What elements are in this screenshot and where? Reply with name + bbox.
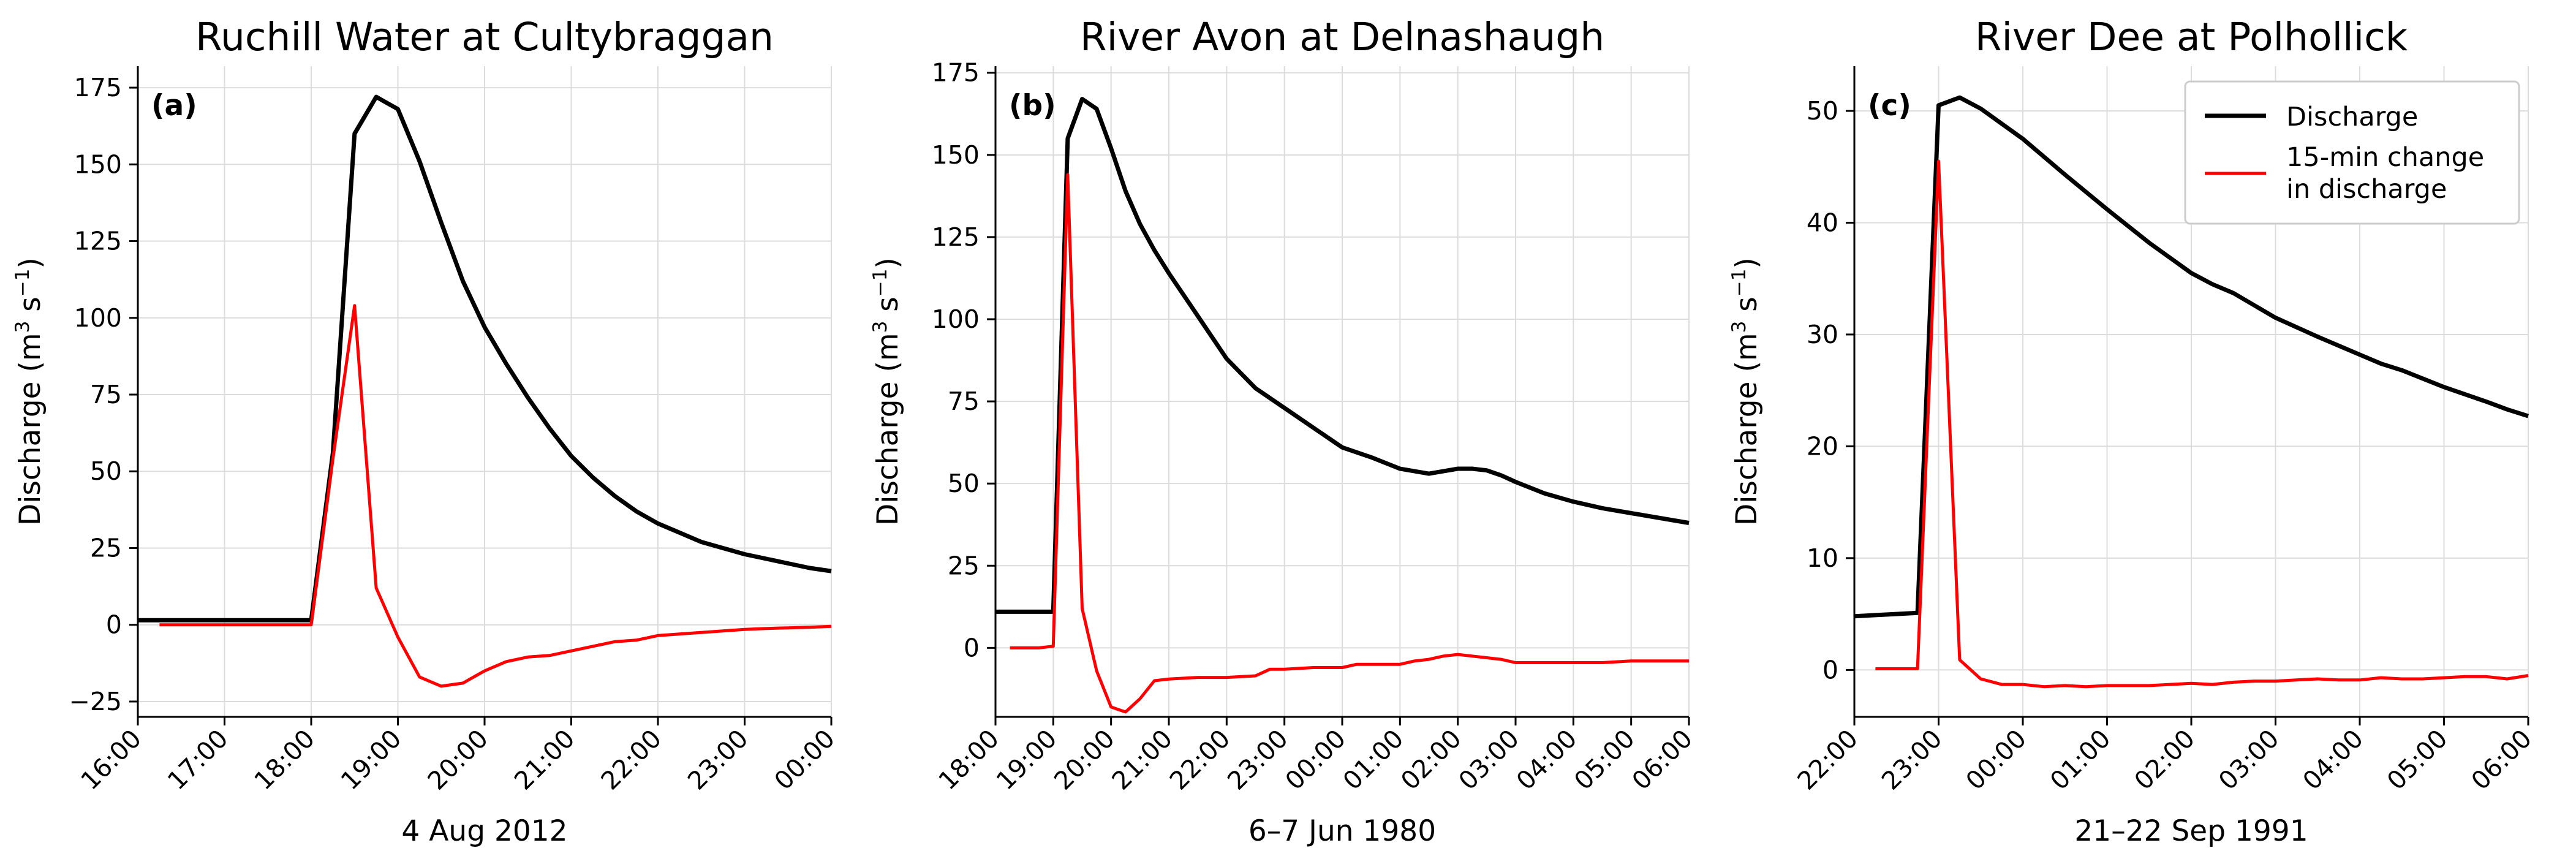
discharge-series-line [995, 97, 1690, 614]
panel-letter: (a) [151, 89, 197, 123]
x-tick-label: 05:00 [1568, 724, 1640, 795]
y-axis-label-part: Discharge (m [871, 333, 905, 525]
x-tick-label: 21:00 [508, 724, 580, 795]
x-tick-label: 05:00 [2381, 724, 2453, 795]
y-tick-label: 125 [932, 222, 980, 252]
y-tick-label: 100 [74, 303, 122, 333]
y-axis-label-part: Discharge (m [13, 333, 47, 525]
legend-label-change-line2: in discharge [2286, 174, 2447, 205]
x-tick-label: 00:00 [1280, 724, 1351, 795]
y-axis-label-part: −1 [869, 268, 891, 297]
y-tick-label: 175 [74, 73, 122, 102]
x-tick-label: 04:00 [1511, 724, 1582, 795]
chart-panel-2: 18:0019:0020:0021:0022:0023:0000:0001:00… [869, 15, 1698, 848]
y-axis-label-part: ) [871, 257, 905, 268]
y-axis-label: Discharge (m3 s−1) [12, 257, 47, 526]
x-tick-label: 01:00 [1337, 724, 1409, 795]
y-axis-label: Discharge (m3 s−1) [1728, 257, 1764, 526]
x-tick-label: 02:00 [1395, 724, 1467, 795]
legend-label-discharge: Discharge [2286, 102, 2418, 132]
y-axis-label: Discharge (m3 s−1) [869, 257, 905, 526]
y-tick-label: 40 [1807, 208, 1838, 237]
y-axis-label-part: 3 [1728, 321, 1750, 333]
x-axis-label: 21–22 Sep 1991 [2074, 814, 2308, 848]
panel-letter: (c) [1868, 89, 1911, 123]
x-tick-label: 00:00 [769, 724, 840, 795]
y-tick-label: 175 [932, 58, 980, 88]
x-tick-label: 17:00 [162, 724, 233, 795]
x-tick-label: 16:00 [75, 724, 147, 795]
x-tick-label: 06:00 [1626, 724, 1698, 795]
legend-box [2184, 80, 2520, 225]
y-tick-label: 0 [106, 610, 122, 640]
x-tick-label: 19:00 [991, 724, 1062, 795]
x-tick-label: 01:00 [2044, 724, 2116, 795]
change-series-line [1875, 159, 2529, 689]
y-axis-label-part: 3 [12, 321, 34, 333]
y-tick-label: 50 [948, 469, 980, 498]
y-axis-label-part: s [13, 297, 47, 320]
y-tick-label: 75 [948, 387, 980, 416]
x-tick-label: 03:00 [2213, 724, 2284, 795]
panel-letter: (b) [1009, 89, 1056, 123]
y-axis-label-part: ) [13, 257, 47, 268]
panel-title: River Avon at Delnashaugh [1080, 15, 1604, 59]
y-tick-label: 25 [948, 551, 980, 580]
y-tick-label: 50 [1807, 96, 1838, 126]
y-axis-label-part: 3 [869, 321, 891, 333]
x-tick-label: 22:00 [1792, 724, 1864, 795]
x-tick-label: 23:00 [682, 724, 754, 795]
y-axis-label-part: ) [1730, 257, 1764, 268]
x-tick-label: 02:00 [2129, 724, 2200, 795]
x-tick-label: 23:00 [1222, 724, 1293, 795]
x-tick-label: 22:00 [595, 724, 667, 795]
y-axis-label-part: −1 [1728, 268, 1750, 297]
x-tick-label: 19:00 [335, 724, 407, 795]
y-axis-label-part: −1 [12, 268, 34, 297]
x-axis-label: 4 Aug 2012 [401, 814, 567, 848]
y-tick-label: 150 [74, 150, 122, 179]
y-tick-label: 0 [964, 633, 980, 662]
x-tick-label: 20:00 [422, 724, 494, 795]
x-tick-label: 22:00 [1164, 724, 1236, 795]
x-tick-label: 03:00 [1453, 724, 1525, 795]
y-tick-label: 0 [1822, 655, 1838, 684]
y-tick-label: 50 [90, 456, 122, 486]
y-tick-label: 20 [1807, 431, 1838, 461]
change-series-line [159, 304, 832, 688]
y-tick-label: 125 [74, 227, 122, 256]
y-tick-label: 100 [932, 305, 980, 334]
x-tick-label: 20:00 [1048, 724, 1120, 795]
x-tick-label: 06:00 [2466, 724, 2537, 795]
legend-label-change-line1: 15-min change [2286, 142, 2484, 173]
panel-title: Ruchill Water at Cultybraggan [195, 15, 774, 59]
y-tick-label: 75 [90, 380, 122, 409]
panel-title: River Dee at Polhollick [1975, 15, 2408, 59]
y-tick-label: −25 [69, 687, 122, 716]
discharge-series-line [1854, 95, 2529, 619]
x-tick-label: 21:00 [1106, 724, 1178, 795]
x-tick-label: 18:00 [933, 724, 1005, 795]
y-tick-label: 10 [1807, 543, 1838, 573]
x-tick-label: 04:00 [2297, 724, 2369, 795]
y-tick-label: 150 [932, 140, 980, 170]
chart-panel-3: 22:00 23:00 00:00 01:00 02:00 03:00 04:00 05:00… [1728, 15, 2537, 848]
x-tick-label: 23:00 [1876, 724, 1947, 795]
change-series-line [1010, 173, 1689, 714]
x-axis-label: 6–7 Jun 1980 [1248, 814, 1436, 848]
y-tick-label: 25 [90, 533, 122, 562]
y-tick-label: 30 [1807, 320, 1838, 349]
y-axis-label-part: s [1730, 297, 1764, 320]
y-axis-label-part: s [871, 297, 905, 320]
discharge-series-line [138, 94, 832, 623]
x-tick-label: 00:00 [1960, 724, 2032, 795]
chart-panel-1: 16:00 17:00 18:00 19:00 20:00 21:00 22:00 23:00… [12, 15, 840, 848]
x-tick-label: 18:00 [249, 724, 320, 795]
y-axis-label-part: Discharge (m [1730, 333, 1764, 525]
